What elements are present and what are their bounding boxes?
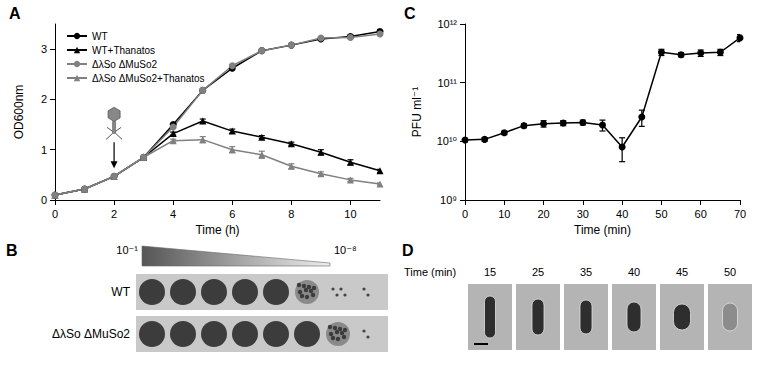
svg-text:10⁻¹: 10⁻¹	[116, 244, 138, 256]
svg-text:3: 3	[41, 43, 47, 55]
svg-text:Time (h): Time (h)	[195, 223, 239, 237]
svg-text:20: 20	[537, 208, 549, 220]
svg-text:ΔλSo ΔMuSo2: ΔλSo ΔMuSo2	[52, 327, 130, 341]
svg-text:30: 30	[577, 208, 589, 220]
svg-text:10⁹: 10⁹	[440, 194, 457, 206]
svg-text:WT: WT	[92, 31, 108, 42]
svg-text:35: 35	[580, 266, 592, 278]
svg-text:45: 45	[676, 266, 688, 278]
svg-text:2: 2	[111, 208, 117, 220]
svg-text:0: 0	[52, 208, 58, 220]
svg-text:6: 6	[229, 208, 235, 220]
svg-text:WT+Thanatos: WT+Thanatos	[92, 45, 155, 56]
svg-text:A: A	[9, 5, 21, 22]
svg-text:B: B	[6, 242, 18, 259]
svg-text:D: D	[402, 242, 414, 259]
svg-text:70: 70	[734, 208, 746, 220]
svg-text:40: 40	[628, 266, 640, 278]
svg-text:10¹⁰: 10¹⁰	[437, 135, 458, 147]
svg-text:1: 1	[41, 144, 47, 156]
svg-text:2: 2	[41, 93, 47, 105]
svg-text:10: 10	[344, 208, 356, 220]
svg-text:25: 25	[532, 266, 544, 278]
svg-text:60: 60	[695, 208, 707, 220]
svg-text:Time (min): Time (min)	[574, 223, 631, 237]
svg-text:Time (min): Time (min)	[404, 266, 456, 278]
svg-text:OD600nm: OD600nm	[12, 85, 26, 140]
svg-text:ΔλSo ΔMuSo2: ΔλSo ΔMuSo2	[92, 59, 157, 70]
svg-text:10¹¹: 10¹¹	[437, 77, 457, 89]
svg-text:C: C	[404, 5, 416, 22]
svg-text:15: 15	[484, 266, 496, 278]
svg-text:8: 8	[288, 208, 294, 220]
svg-text:4: 4	[170, 208, 176, 220]
svg-text:10: 10	[498, 208, 510, 220]
svg-text:WT: WT	[111, 285, 130, 299]
svg-text:10⁻⁸: 10⁻⁸	[334, 244, 357, 256]
svg-text:ΔλSo ΔMuSo2+Thanatos: ΔλSo ΔMuSo2+Thanatos	[92, 73, 205, 84]
svg-text:10¹²: 10¹²	[437, 18, 457, 30]
svg-text:40: 40	[616, 208, 628, 220]
svg-text:50: 50	[655, 208, 667, 220]
svg-text:0: 0	[462, 208, 468, 220]
svg-text:50: 50	[724, 266, 736, 278]
svg-text:0: 0	[41, 194, 47, 206]
svg-text:PFU ml⁻¹: PFU ml⁻¹	[410, 87, 424, 137]
